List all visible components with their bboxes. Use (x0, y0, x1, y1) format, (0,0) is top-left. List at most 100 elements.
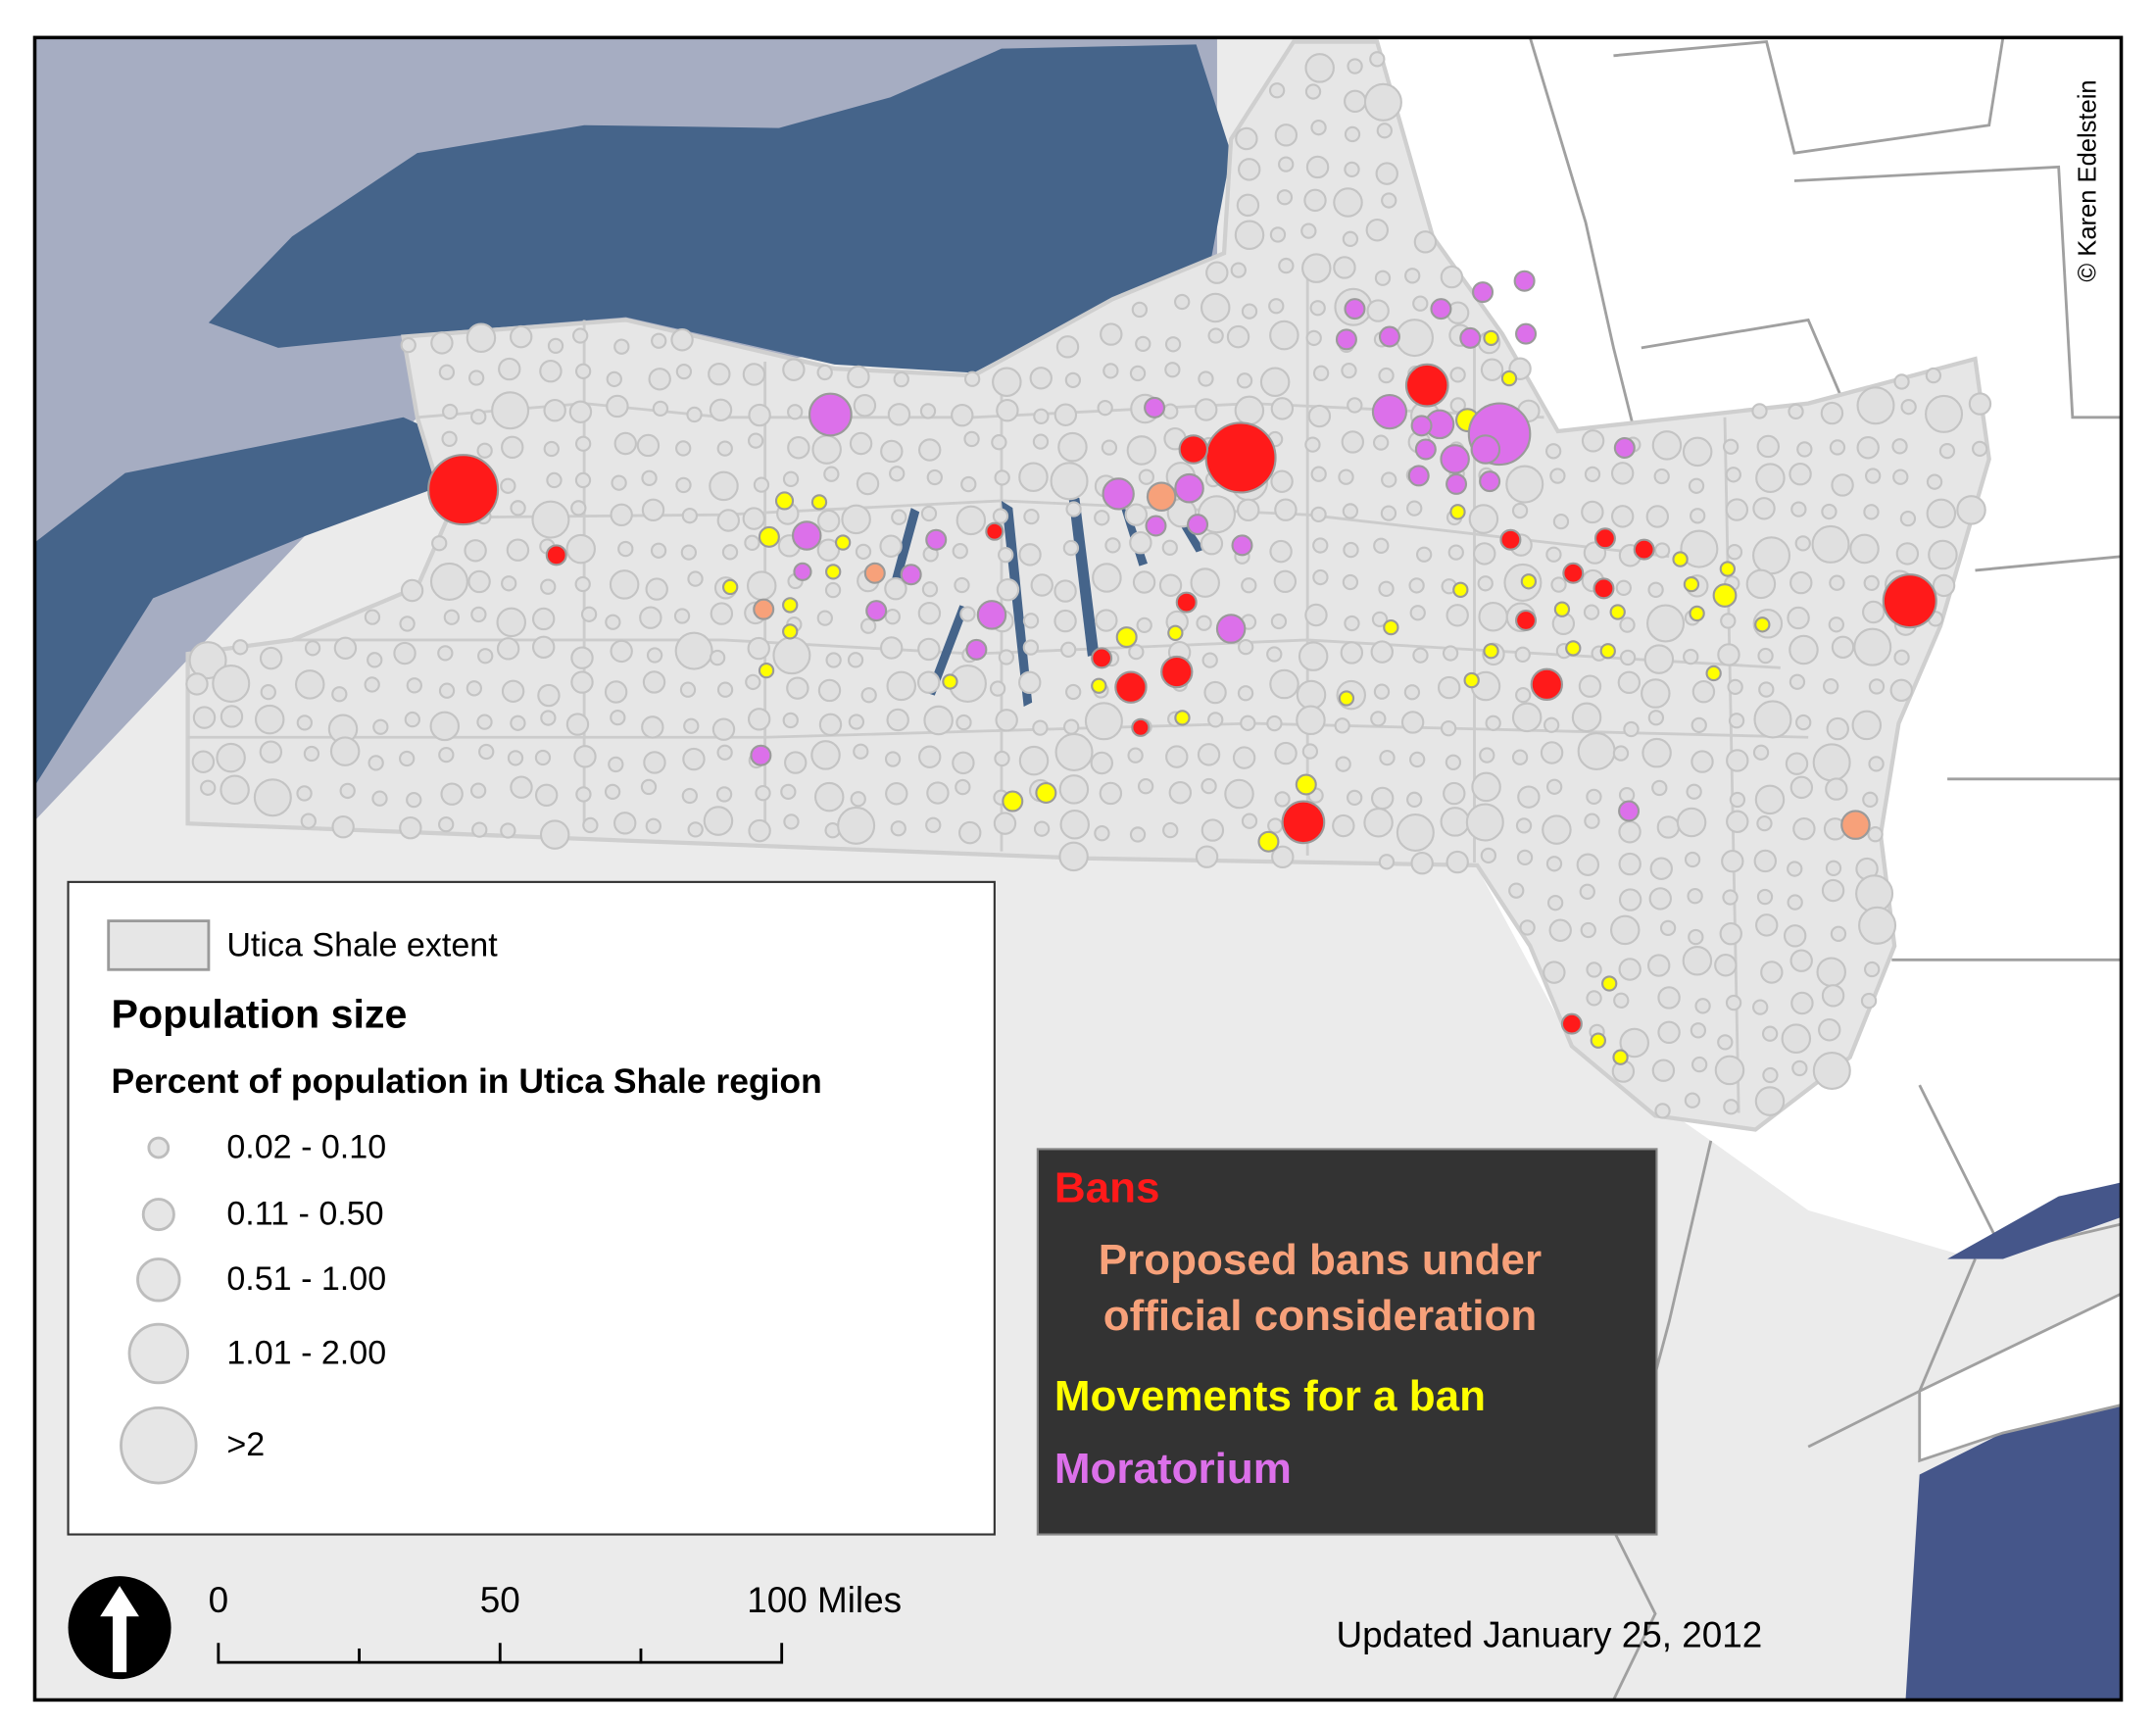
status-symbol (1719, 561, 1737, 577)
population-symbol (1868, 678, 1886, 695)
status-symbol (1187, 514, 1209, 536)
population-symbol (1415, 546, 1433, 563)
population-symbol (372, 718, 389, 735)
population-symbol (747, 708, 771, 731)
status-symbol (1593, 527, 1616, 550)
population-symbol (1550, 576, 1567, 593)
population-symbol (1543, 961, 1566, 984)
population-symbol (1545, 856, 1563, 872)
population-symbol (709, 649, 726, 666)
population-symbol (574, 363, 592, 379)
population-symbol (1691, 1056, 1708, 1073)
population-symbol (1546, 895, 1564, 912)
population-symbol (1753, 849, 1778, 873)
population-symbol (646, 647, 663, 664)
population-symbol (496, 607, 527, 638)
population-symbol (744, 534, 760, 551)
status-symbol (1499, 528, 1522, 551)
population-symbol (847, 652, 864, 668)
population-symbol (260, 683, 276, 701)
population-symbol (1618, 787, 1636, 804)
population-symbol (464, 539, 487, 563)
population-symbol (1687, 888, 1703, 905)
population-symbol (534, 783, 559, 808)
population-symbol (1691, 679, 1716, 704)
population-symbol (1787, 861, 1803, 877)
population-symbol (1725, 467, 1741, 483)
status-symbol (1430, 298, 1452, 320)
population-symbol (1816, 957, 1846, 987)
population-symbol (1200, 531, 1224, 556)
population-symbol (1062, 539, 1080, 557)
population-symbol (303, 745, 320, 763)
population-symbol (1581, 429, 1605, 453)
population-symbol (1366, 299, 1390, 322)
frame (32, 35, 2124, 1702)
population-symbol (1511, 749, 1529, 765)
population-symbol (1196, 615, 1212, 631)
population-symbol (1094, 510, 1110, 526)
population-symbol (1519, 919, 1536, 936)
population-symbol (1617, 670, 1642, 695)
status-symbol (722, 578, 739, 596)
population-symbol (1619, 616, 1636, 633)
population-symbol (951, 403, 974, 427)
population-symbol (1440, 807, 1471, 837)
population-symbol (1680, 529, 1719, 568)
population-symbol (1659, 919, 1677, 937)
status-symbol (1378, 325, 1400, 348)
population-symbol (1236, 193, 1260, 218)
population-symbol (1408, 577, 1425, 594)
population-symbol (1609, 914, 1641, 946)
population-symbol (994, 750, 1010, 767)
status-symbol (1091, 677, 1107, 694)
population-symbol (917, 637, 941, 662)
population-symbol (1545, 778, 1563, 795)
population-symbol (1342, 503, 1359, 519)
population-symbol (1232, 746, 1256, 769)
population-symbol (1676, 807, 1707, 838)
population-symbol (648, 368, 671, 391)
population-symbol (772, 636, 811, 675)
population-symbol (1821, 984, 1845, 1008)
population-symbol (399, 815, 422, 840)
population-symbol (1200, 292, 1231, 323)
population-symbol (1646, 604, 1686, 643)
population-symbol (1266, 715, 1283, 732)
status-symbol (791, 520, 822, 551)
population-symbol (466, 680, 483, 697)
population-symbol (1619, 649, 1637, 666)
population-symbol (884, 576, 907, 601)
population-symbol (580, 606, 598, 622)
population-symbol (673, 608, 691, 624)
population-symbol (1755, 463, 1786, 493)
population-symbol (1831, 635, 1855, 659)
population-symbol (917, 438, 942, 462)
status-symbol (976, 600, 1007, 630)
population-symbol (467, 569, 491, 594)
population-symbol (879, 636, 904, 660)
population-symbol (1796, 441, 1813, 458)
population-symbol (1268, 82, 1286, 99)
population-symbol (510, 715, 526, 731)
status-symbol (1599, 643, 1616, 660)
population-symbol (1238, 158, 1261, 181)
status-symbol (1160, 655, 1194, 689)
population-symbol (1064, 371, 1082, 389)
scale-label: 0 (209, 1580, 229, 1620)
population-symbol (652, 400, 669, 418)
population-symbol (1332, 813, 1355, 838)
population-symbol (889, 466, 906, 482)
population-symbol (1370, 711, 1387, 727)
population-symbol (859, 617, 877, 634)
population-symbol (574, 575, 591, 593)
population-symbol (817, 678, 842, 703)
population-symbol (1865, 468, 1882, 484)
population-symbol (1514, 646, 1531, 663)
population-symbol (1645, 505, 1670, 528)
population-symbol (1373, 537, 1390, 554)
population-symbol (1084, 702, 1123, 741)
shale-label: Utica Shale extent (226, 927, 498, 964)
population-symbol (1127, 747, 1144, 764)
population-symbol (1821, 878, 1845, 903)
